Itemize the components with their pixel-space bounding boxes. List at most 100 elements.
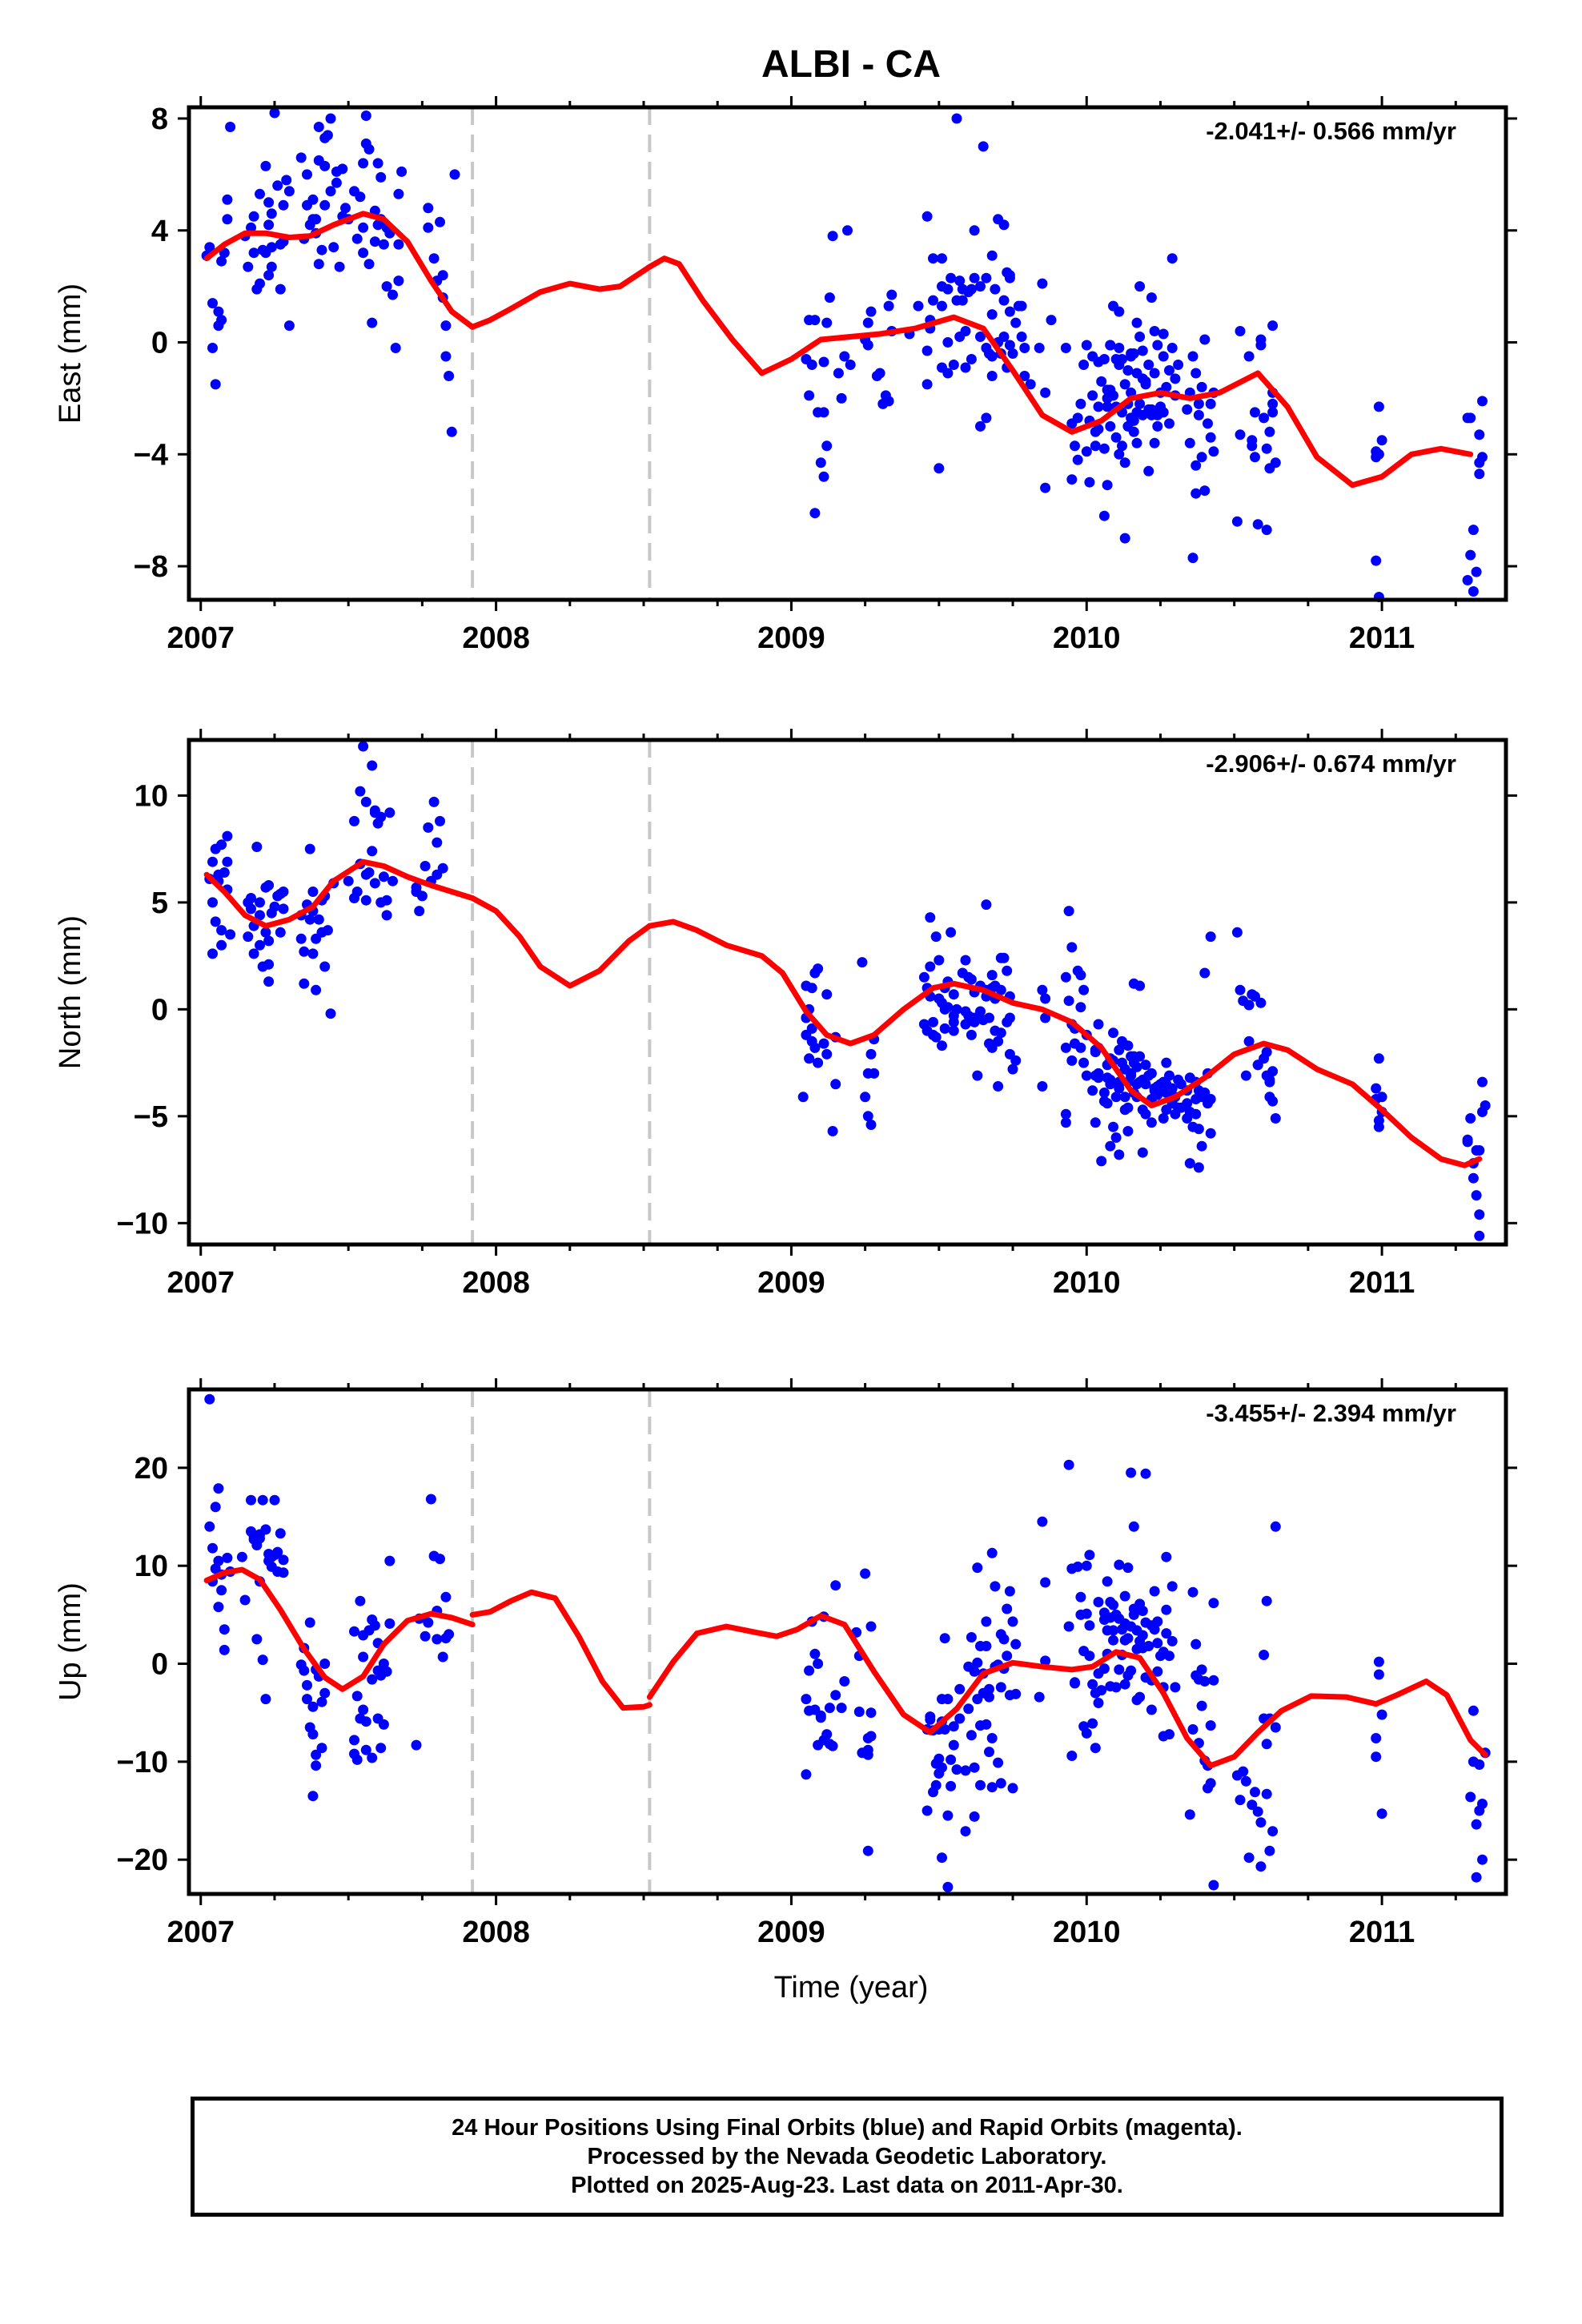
- north-data-point: [1063, 995, 1074, 1007]
- east-data-point: [255, 278, 265, 289]
- up-data-point: [302, 1679, 312, 1691]
- up-data-point: [986, 1547, 998, 1558]
- north-data-point: [222, 830, 233, 842]
- up-data-point: [1255, 1817, 1267, 1828]
- north-data-point: [986, 970, 998, 981]
- east-data-point: [981, 412, 992, 424]
- east-x-tick-label: 2011: [1349, 621, 1415, 655]
- up-data-point: [830, 1580, 841, 1591]
- up-data-point: [432, 1634, 443, 1645]
- east-data-point: [1264, 426, 1275, 437]
- up-data-point: [813, 1659, 824, 1669]
- north-data-point: [1002, 965, 1013, 976]
- east-data-point: [263, 270, 275, 281]
- up-data-point: [358, 1651, 369, 1663]
- north-data-point: [1184, 1158, 1195, 1169]
- north-data-point: [1131, 1061, 1142, 1072]
- up-x-tick-label: 2007: [167, 1916, 235, 1949]
- east-data-point: [1235, 326, 1246, 336]
- up-x-tick-label: 2008: [462, 1916, 530, 1949]
- east-x-tick-label: 2007: [167, 621, 235, 655]
- east-data-point: [1196, 452, 1207, 463]
- east-data-point: [378, 239, 389, 250]
- chart-title: ALBI - CA: [761, 43, 941, 86]
- north-data-point: [1477, 1076, 1488, 1088]
- east-data-point: [1193, 409, 1204, 420]
- north-data-point: [948, 1016, 959, 1027]
- east-data-point: [809, 315, 821, 326]
- east-data-point: [1119, 457, 1130, 468]
- up-data-point: [1196, 1664, 1207, 1675]
- north-data-point: [857, 957, 868, 968]
- up-data-point: [420, 1630, 431, 1642]
- east-data-point: [862, 340, 873, 351]
- up-data-point: [1143, 1641, 1154, 1651]
- north-y-tick-label: −10: [117, 1207, 168, 1240]
- east-data-point: [269, 107, 280, 119]
- north-data-point: [1040, 993, 1051, 1004]
- up-data-point: [423, 1617, 434, 1628]
- up-data-point: [1122, 1562, 1134, 1574]
- up-data-point: [1084, 1550, 1095, 1561]
- up-data-point: [984, 1683, 994, 1695]
- east-data-point: [222, 214, 233, 225]
- up-data-point: [1140, 1468, 1151, 1479]
- north-y-tick-label: −5: [134, 1100, 168, 1134]
- up-data-point: [216, 1585, 227, 1596]
- east-data-point: [845, 360, 856, 370]
- up-y-axis-label: Up (mm): [54, 1582, 87, 1701]
- north-data-point: [806, 1023, 817, 1034]
- up-data-point: [972, 1657, 983, 1668]
- east-data-point: [1016, 332, 1027, 342]
- east-data-point: [1117, 354, 1127, 364]
- east-data-point: [986, 250, 998, 261]
- up-data-point: [801, 1694, 812, 1705]
- up-data-point: [213, 1555, 224, 1566]
- up-data-point: [948, 1721, 959, 1732]
- north-data-point: [1480, 1100, 1491, 1111]
- east-fit-curve-1: [469, 263, 652, 330]
- up-data-point: [1164, 1651, 1174, 1662]
- up-data-point: [255, 1533, 265, 1544]
- up-data-point: [1114, 1559, 1125, 1570]
- north-x-tick-label: 2009: [757, 1266, 825, 1300]
- east-data-point: [981, 272, 992, 283]
- north-data-point: [263, 976, 275, 987]
- east-data-point: [1004, 306, 1015, 317]
- north-data-point: [821, 989, 833, 1000]
- north-data-point: [343, 875, 354, 887]
- up-data-point: [1084, 1620, 1095, 1631]
- east-data-point: [1098, 510, 1110, 521]
- up-fit-curve-2: [646, 1613, 1488, 1769]
- up-data-point: [984, 1747, 994, 1758]
- up-data-point: [272, 1546, 283, 1558]
- east-y-tick-label: 0: [151, 327, 168, 360]
- up-data-point: [954, 1683, 966, 1695]
- up-data-point: [981, 1616, 992, 1627]
- east-data-point: [969, 272, 980, 283]
- east-data-point: [1143, 360, 1154, 370]
- north-data-point: [1371, 1083, 1382, 1094]
- north-data-point: [381, 895, 392, 906]
- up-data-point: [966, 1730, 977, 1741]
- north-data-point: [246, 893, 256, 903]
- up-data-point: [1264, 1845, 1275, 1856]
- east-data-point: [263, 197, 275, 208]
- east-y-tick-label: −8: [134, 550, 168, 584]
- up-data-point: [1081, 1560, 1092, 1571]
- east-data-point: [440, 351, 452, 362]
- east-x-tick-label: 2009: [757, 621, 825, 655]
- east-data-point: [1261, 443, 1272, 454]
- north-data-point: [437, 862, 448, 874]
- up-data-point: [307, 1791, 319, 1802]
- up-data-point: [1126, 1665, 1137, 1676]
- north-data-point: [995, 1027, 1006, 1039]
- north-data-point: [1075, 1002, 1086, 1013]
- north-data-point: [1140, 1108, 1151, 1120]
- up-data-point: [1261, 1788, 1272, 1799]
- east-data-point: [806, 360, 817, 370]
- east-data-point: [1152, 340, 1163, 351]
- north-data-point: [251, 842, 263, 852]
- east-data-point: [1465, 412, 1476, 424]
- up-data-point: [1243, 1852, 1255, 1864]
